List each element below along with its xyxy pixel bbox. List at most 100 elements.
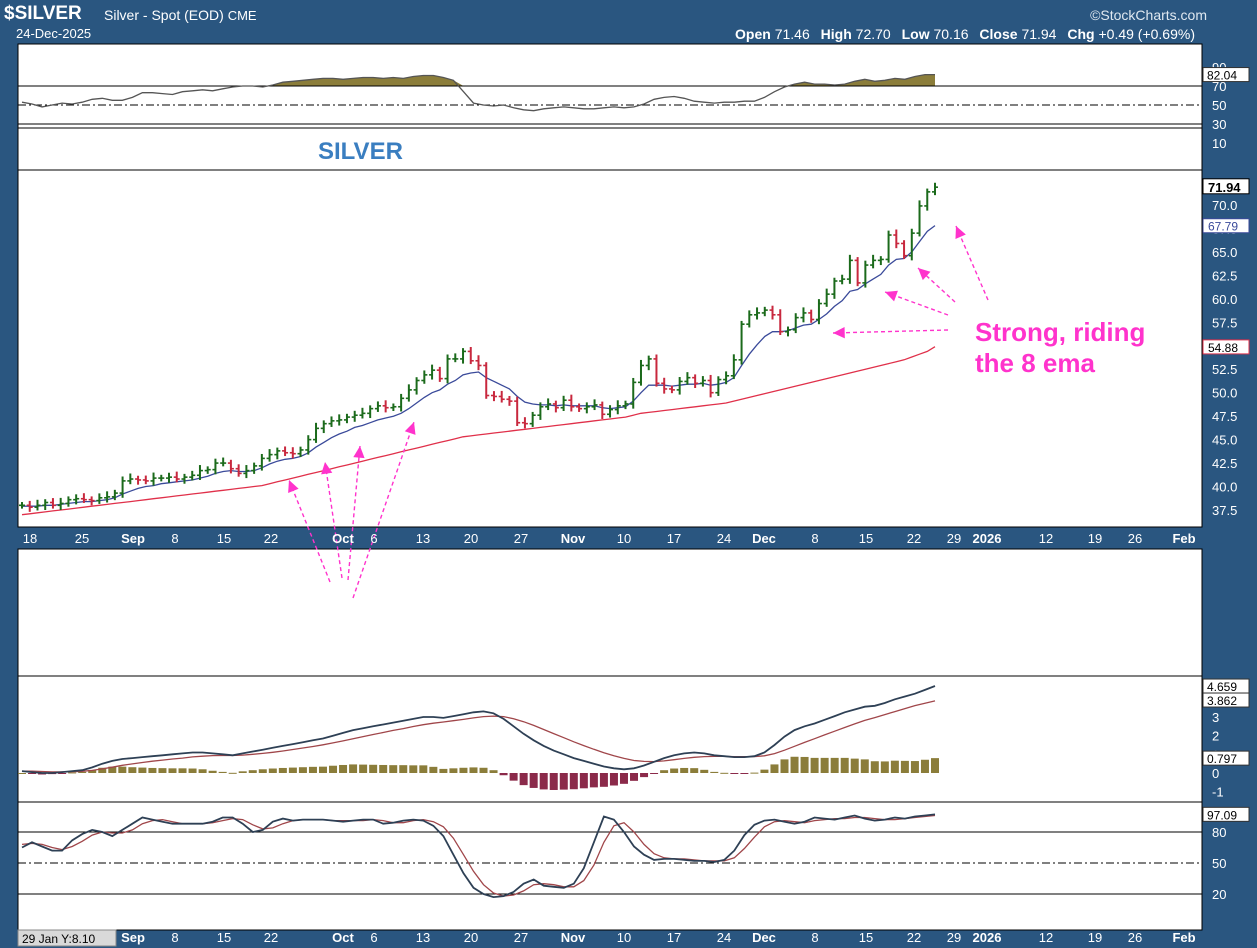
macd-histogram-bar xyxy=(780,759,789,773)
price-tick-label: 50.0 xyxy=(1212,386,1237,401)
x-axis-label: 15 xyxy=(217,531,231,546)
macd-histogram-bar xyxy=(429,766,438,773)
x-axis-label: Oct xyxy=(332,531,354,546)
annotation-arrow-head xyxy=(321,462,333,475)
x-axis-label: 10 xyxy=(617,531,631,546)
close-value: 71.94 xyxy=(1021,26,1057,42)
lower-x-axis-label: Dec xyxy=(752,930,776,945)
macd-tick-label: 0 xyxy=(1212,766,1219,781)
x-axis-label: 2026 xyxy=(973,531,1002,546)
macd-histogram-bar xyxy=(439,768,448,773)
lower-x-axis-label: Nov xyxy=(561,930,586,945)
panel-gap xyxy=(17,548,1203,677)
low-value: 70.16 xyxy=(933,26,969,42)
macd-histogram-bar xyxy=(178,768,187,773)
macd-histogram-bar xyxy=(409,765,418,773)
chart-date: 24-Dec-2025 xyxy=(16,26,92,41)
annotation-arrow xyxy=(832,329,949,334)
price-tick-label: 45.0 xyxy=(1212,433,1237,448)
panel-label xyxy=(17,127,1203,171)
rsi-tick-label: 30 xyxy=(1212,117,1226,132)
price-tick-label: 40.0 xyxy=(1212,480,1237,495)
x-axis-label: Dec xyxy=(752,531,776,546)
macd-histogram-bar xyxy=(148,767,157,773)
lower-x-axis-label: Oct xyxy=(332,930,354,945)
annotation-arrow xyxy=(324,461,343,579)
macd-histogram-bar xyxy=(228,772,237,774)
histogram-last-value: 0.797 xyxy=(1207,752,1237,766)
macd-histogram-bar xyxy=(790,756,799,773)
macd-histogram-bar xyxy=(910,761,919,773)
price-last-value: 71.94 xyxy=(1208,180,1241,195)
chart-title: SILVER xyxy=(318,138,403,165)
macd-histogram-bar xyxy=(890,760,899,773)
x-axis-label: 22 xyxy=(264,531,278,546)
macd-histogram-bar xyxy=(640,773,649,778)
ema8-last-badge xyxy=(1202,218,1250,234)
x-axis-label: Sep xyxy=(121,531,145,546)
stoch-tick-label: 80 xyxy=(1212,825,1226,840)
macd-histogram-bar xyxy=(369,764,378,773)
stoch-last-badge xyxy=(1202,806,1250,822)
macd-histogram-bar xyxy=(188,768,197,773)
macd-histogram-bar xyxy=(720,772,729,774)
annotation-arrow-head xyxy=(918,268,931,281)
x-axis-label: 8 xyxy=(171,531,178,546)
macd-histogram-bar xyxy=(469,767,478,773)
price-tick-label: 62.5 xyxy=(1212,268,1237,283)
macd-histogram-bar xyxy=(288,767,297,773)
price-tick-label: 42.5 xyxy=(1212,456,1237,471)
lower-x-axis-label: 17 xyxy=(667,930,681,945)
x-axis-label: Feb xyxy=(1172,531,1195,546)
macd-histogram-bar xyxy=(770,764,779,773)
macd-histogram-bar xyxy=(539,773,548,790)
macd-histogram-bar xyxy=(389,765,398,773)
signal-last-badge xyxy=(1202,692,1250,708)
x-axis-label: 26 xyxy=(1128,531,1142,546)
price-last-badge xyxy=(1202,178,1250,195)
macd-histogram-bar xyxy=(559,773,568,790)
annotation-arrow xyxy=(352,421,415,599)
macd-histogram-bar xyxy=(128,767,137,773)
x-axis-label: 8 xyxy=(811,531,818,546)
brand-watermark: ©StockCharts.com xyxy=(1090,7,1207,23)
macd-histogram-bar xyxy=(118,766,127,773)
panel-sto xyxy=(17,801,1203,931)
macd-histogram-bar xyxy=(730,773,739,774)
lower-x-axis-label: 29 xyxy=(947,930,961,945)
lower-x-axis-label: 8 xyxy=(811,930,818,945)
annotation-arrow xyxy=(347,445,361,581)
macd-histogram-bar xyxy=(710,771,719,773)
ma-last-value: 54.88 xyxy=(1208,341,1238,355)
macd-histogram-bar xyxy=(569,773,578,790)
annotation-arrow-head xyxy=(833,327,845,339)
macd-histogram-bar xyxy=(479,767,488,773)
x-axis-label: 15 xyxy=(859,531,873,546)
macd-tick-label: 2 xyxy=(1212,729,1219,744)
lower-x-axis-label: 22 xyxy=(264,930,278,945)
price-tick-label: 65.0 xyxy=(1212,245,1237,260)
x-axis-label: 25 xyxy=(75,531,89,546)
macd-histogram-bar xyxy=(920,759,929,773)
cursor-readout-box xyxy=(17,929,117,947)
macd-histogram-bar xyxy=(238,771,247,773)
macd-histogram-bar xyxy=(931,758,939,773)
macd-histogram-bar xyxy=(88,770,97,773)
macd-histogram-bar xyxy=(750,772,759,774)
x-axis-label: Nov xyxy=(561,531,586,546)
macd-histogram-bar xyxy=(258,769,267,773)
macd-histogram-bar xyxy=(168,768,177,773)
macd-histogram-bar xyxy=(18,773,26,774)
annotation-arrow-head xyxy=(955,226,966,239)
symbol-title: $SILVER xyxy=(4,3,82,24)
macd-histogram-bar xyxy=(28,773,37,774)
macd-histogram-bar xyxy=(860,759,869,773)
macd-histogram-bar xyxy=(379,764,388,773)
lower-x-axis-label: 12 xyxy=(1039,930,1053,945)
macd-histogram-bar xyxy=(810,757,819,773)
macd-histogram-bar xyxy=(870,761,879,773)
macd-histogram-bar xyxy=(740,773,749,774)
rsi-last-value: 82.04 xyxy=(1207,69,1237,83)
stoch-last-value: 97.09 xyxy=(1207,808,1237,822)
annotation-arrow-head xyxy=(404,422,416,435)
